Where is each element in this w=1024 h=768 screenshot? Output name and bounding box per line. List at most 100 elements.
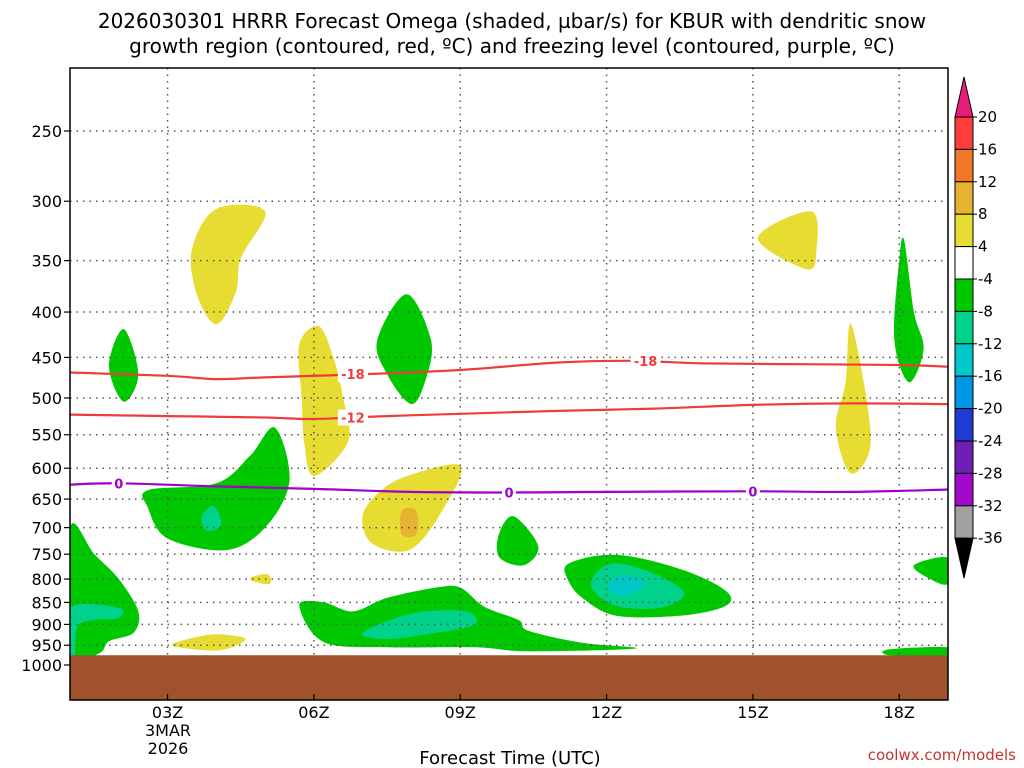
- omega-region-4: [835, 323, 871, 474]
- omega-region-3: [757, 211, 818, 270]
- contour-dendritic_top: [70, 359, 948, 381]
- omega-region-20: [70, 603, 124, 660]
- colorbar-tick-label: 20: [978, 108, 997, 126]
- y-tick-label: 500: [31, 389, 62, 408]
- contour-label-bg: [502, 484, 516, 501]
- omega-shading: [70, 204, 948, 665]
- colorbar-tick-label: -12: [978, 335, 1003, 353]
- y-tick-label: 300: [31, 192, 62, 211]
- colorbar-segment: [954, 375, 974, 410]
- y-tick-label: 550: [31, 426, 62, 445]
- x-tick-label: 03Z: [152, 703, 183, 722]
- colorbar-segment: [954, 181, 974, 215]
- omega-region-12: [893, 237, 924, 383]
- plot-background: [70, 68, 948, 700]
- y-tick-label: 850: [31, 593, 62, 612]
- omega-region-0: [190, 204, 266, 325]
- chart-title-line-1: 2026030301 HRRR Forecast Omega (shaded, …: [98, 9, 926, 33]
- x-axis: 03Z 06Z 09Z 12Z 15Z 18Z: [152, 694, 915, 722]
- x-tick-label: 09Z: [445, 703, 476, 722]
- colorbar-segment: [954, 505, 974, 539]
- contour-lines: -18 -18 -12 0 0 0: [70, 352, 948, 501]
- contour-label-bg: [337, 409, 368, 426]
- colorbar-segment: [954, 278, 974, 312]
- y-tick-label: 700: [31, 519, 62, 538]
- colorbar-segment: [954, 246, 974, 280]
- colorbar-segment: [954, 408, 974, 442]
- y-tick-label: 800: [31, 570, 62, 589]
- contour-label: 0: [504, 486, 513, 501]
- y-tick-label: 900: [31, 615, 62, 634]
- contour-label-bg: [745, 483, 760, 500]
- y-tick-label: 450: [31, 348, 62, 367]
- contour-freezing_level: [70, 482, 948, 494]
- plot-frame: [69, 67, 949, 701]
- contour-label: -12: [341, 412, 365, 427]
- colorbar-tick-label: -28: [978, 464, 1003, 482]
- omega-region-21: [362, 610, 477, 640]
- x-axis-label: Forecast Time (UTC): [419, 748, 600, 768]
- y-tick-label: 750: [31, 545, 62, 564]
- y-tick-label: 950: [31, 636, 62, 655]
- colorbar-tick-label: 4: [978, 238, 988, 256]
- omega-region-1: [298, 325, 350, 476]
- colorbar-tick-label: -24: [978, 432, 1003, 450]
- date-label-year: 2026: [148, 739, 189, 758]
- contour-label-bg: [337, 366, 368, 383]
- omega-region-6: [249, 574, 271, 585]
- omega-region-10: [142, 427, 290, 551]
- colorbar-segment: [954, 148, 974, 183]
- colorbar-tick-label: -36: [978, 529, 1003, 547]
- contour-label: -18: [634, 355, 658, 370]
- colorbar-tick-label: -20: [978, 400, 1003, 418]
- contour-label: 0: [748, 485, 757, 500]
- x-tick-label: 18Z: [884, 703, 915, 722]
- colorbar-tick-label: -4: [978, 270, 993, 288]
- colorbar-tick-label: -32: [978, 497, 1003, 515]
- contour-label-bg: [111, 475, 126, 492]
- source-credit: coolwx.com/models: [868, 746, 1016, 764]
- chart-title-line-2: growth region (contoured, red, ºC) and f…: [129, 34, 895, 58]
- contour-label: 0: [114, 477, 123, 492]
- colorbar-top-triangle: [954, 76, 974, 118]
- y-tick-label: 400: [31, 303, 62, 322]
- omega-region-2: [362, 464, 462, 552]
- colorbar-bottom-triangle: [954, 537, 974, 579]
- colorbar-segment: [954, 310, 974, 345]
- plot-area: -18 -18 -12 0 0 0: [70, 68, 948, 700]
- colorbar-tick-label: -16: [978, 367, 1003, 385]
- ground-surface: [70, 655, 948, 700]
- contour-label-bg: [630, 352, 661, 369]
- y-tick-label: 600: [31, 459, 62, 478]
- x-tick-label: 06Z: [298, 703, 329, 722]
- x-tick-label: 12Z: [591, 703, 622, 722]
- omega-region-22: [607, 575, 646, 596]
- y-tick-label: 250: [31, 122, 62, 141]
- colorbar-tick-label: 12: [978, 173, 997, 191]
- omega-region-13: [913, 557, 948, 585]
- omega-region-5: [171, 634, 246, 651]
- colorbar-segment: [954, 343, 974, 377]
- colorbar-tick-label: -8: [978, 302, 993, 320]
- omega-region-9: [376, 294, 433, 405]
- omega-region-18: [201, 505, 222, 532]
- y-tick-label: 1000: [21, 656, 62, 675]
- colorbar-segment: [954, 213, 974, 248]
- y-tick-label: 350: [31, 252, 62, 271]
- contour-dendritic_bottom: [70, 402, 948, 421]
- colorbar-tick-label: 8: [978, 205, 988, 223]
- colorbar-segment: [954, 440, 974, 474]
- colorbar-segment: [954, 116, 974, 150]
- omega-region-15: [70, 523, 140, 665]
- x-tick-label: 15Z: [737, 703, 768, 722]
- omega-colorbar: 20 16 12 8 4 -4 -8 -12 -16 -20 -24 -28 -32 -36: [954, 76, 1003, 579]
- y-axis: 250 300 350 400 450 500 550 600 650 700 750 800 850 9…: [21, 122, 70, 675]
- gridlines: [70, 68, 948, 700]
- omega-region-11: [496, 516, 539, 566]
- colorbar-tick-label: 16: [978, 140, 997, 158]
- colorbar-segment: [954, 472, 974, 507]
- omega-region-7: [399, 507, 419, 538]
- contour-label: -18: [341, 368, 365, 383]
- date-label-day: 3MAR: [145, 721, 191, 740]
